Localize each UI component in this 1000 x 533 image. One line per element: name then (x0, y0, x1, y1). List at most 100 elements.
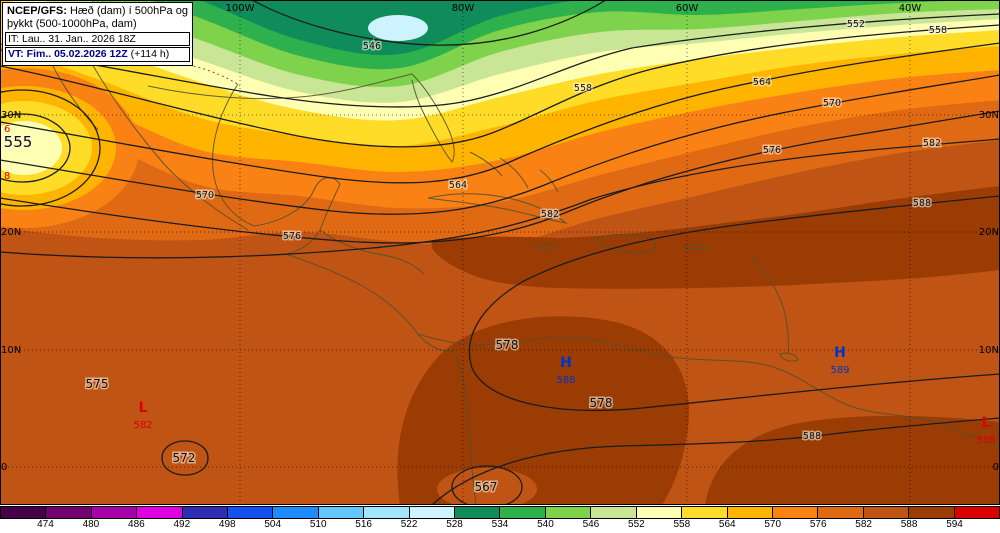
coastline (469, 151, 559, 193)
height-contour-closed (0, 89, 101, 207)
colorbar-label-510: 510 (309, 519, 327, 530)
init-time: IT: Lau.. 31. Jan.. 2026 18Z (5, 31, 190, 47)
edge-label: 8 (4, 171, 10, 182)
edge-label: 6 (4, 124, 10, 135)
colorbar-cell-2 (91, 507, 138, 518)
height-contour (0, 74, 1000, 215)
colorbar-cells (0, 506, 1000, 519)
colorbar-cell-12 (545, 507, 592, 518)
lon-label-100W: 100W (226, 3, 255, 14)
height-contour (451, 465, 523, 505)
coastline (597, 233, 656, 254)
colorbar-cell-0 (1, 507, 47, 518)
lat-label-right-0: 0 (993, 462, 999, 473)
valid-time: VT: Fim.. 05.02.2026 12Z (+114 h) (5, 47, 190, 62)
colorbar-cell-18 (818, 507, 864, 518)
colorbar-label-576: 576 (809, 519, 827, 530)
extremum-label-575: 575 (86, 377, 109, 391)
extremum-label-578: 578 (590, 396, 613, 410)
lat-label-left-10N: 10N (1, 345, 21, 356)
extremum-label-572: 572 (173, 451, 196, 465)
colorbar-cell-16 (727, 507, 773, 518)
coastline (212, 83, 341, 255)
lat-label-left-0: 0 (1, 462, 7, 473)
contour-label-570: 570 (823, 98, 841, 109)
colorbar-cell-17 (772, 507, 819, 518)
cutoff-low-core (0, 121, 62, 175)
colorbar-label-534: 534 (491, 519, 509, 530)
colorbar: 474 480 486 492 498 504 510 516 522 528 534 540 546 5… (0, 506, 1000, 533)
height-contour-closed (0, 113, 71, 183)
high-center-symbol: H (834, 345, 846, 361)
colorbar-label-480: 480 (82, 519, 100, 530)
coastline (417, 333, 1000, 447)
colorbar-cell-9 (409, 507, 456, 518)
lat-label-right-30N: 30N (979, 110, 999, 121)
coastline (533, 243, 559, 251)
coastline (319, 229, 425, 275)
contour-label-576: 576 (283, 231, 301, 242)
contour-label-552: 552 (847, 19, 865, 30)
colorbar-label-486: 486 (128, 519, 145, 530)
thickness-pocket-582-588 (437, 468, 537, 505)
thickness-band (200, 0, 733, 55)
lat-label-right-10N: 10N (979, 345, 999, 356)
thickness-color-field (0, 0, 1000, 505)
coastline (147, 73, 455, 163)
thickness-patch-588-594 (431, 186, 1000, 289)
contour-label-570: 570 (196, 190, 214, 201)
colorbar-cell-1 (46, 507, 92, 518)
colorbar-label-582: 582 (855, 519, 872, 530)
colorbar-cell-5 (228, 507, 274, 518)
thickness-pocket-522-528 (368, 15, 428, 41)
colorbar-cell-8 (364, 507, 410, 518)
low-center-value: 582 (133, 420, 152, 431)
contour-label-588: 588 (803, 431, 821, 442)
colorbar-cell-20 (909, 507, 955, 518)
contour-label-558: 558 (574, 83, 592, 94)
coastline (779, 352, 799, 362)
colorbar-label-540: 540 (537, 519, 554, 530)
colorbar-label-588: 588 (900, 519, 918, 530)
lat-label-left-20N: 20N (1, 227, 21, 238)
colorbar-cell-6 (273, 507, 319, 518)
colorbar-cell-13 (591, 507, 637, 518)
coastline (751, 257, 789, 355)
colorbar-label-528: 528 (446, 519, 463, 530)
colorbar-label-546: 546 (582, 519, 600, 530)
extremum-label-555: 555 (4, 133, 33, 151)
contour-label-582: 582 (923, 138, 941, 149)
height-contour (0, 110, 1000, 244)
low-center-symbol: L (982, 415, 991, 431)
height-contour (0, 24, 1000, 148)
colorbar-label-492: 492 (173, 519, 191, 530)
colorbar-cell-3 (137, 507, 183, 518)
lon-label-60W: 60W (676, 3, 699, 14)
contour-label-564: 564 (449, 180, 467, 191)
product-title-line1: NCEP/GFS: Hæð (dam) í 500hPa og (7, 5, 188, 17)
height-contour (0, 138, 1000, 259)
graticule (0, 0, 1000, 505)
colorbar-label-594: 594 (946, 519, 963, 530)
height-contour (0, 13, 1000, 108)
colorbar-label-522: 522 (400, 519, 418, 530)
extremum-label-578: 578 (496, 338, 519, 352)
height-contour (0, 42, 1000, 184)
coastline (285, 253, 477, 505)
colorbar-label-558: 558 (673, 519, 691, 530)
colorbar-cell-4 (182, 507, 229, 518)
lon-label-40W: 40W (899, 3, 922, 14)
contour-label-558: 558 (929, 25, 947, 36)
height-contours (0, 0, 1000, 505)
height-contour (431, 417, 1000, 505)
colorbar-label-474: 474 (37, 519, 54, 530)
contour-label-588: 588 (913, 198, 931, 209)
colorbar-cell-11 (500, 507, 546, 518)
high-center-value: 588 (556, 375, 575, 386)
colorbar-label-564: 564 (718, 519, 736, 530)
height-contour (251, 0, 607, 46)
colorbar-label-570: 570 (764, 519, 782, 530)
model-name: NCEP/GFS: (7, 5, 67, 17)
title-box: NCEP/GFS: Hæð (dam) í 500hPa og þykkt (5… (2, 2, 193, 66)
